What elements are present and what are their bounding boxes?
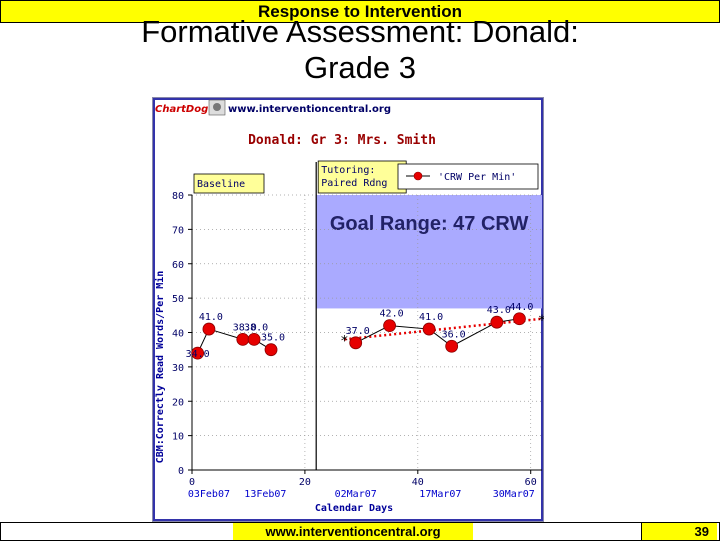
- y-tick-label: 0: [178, 466, 184, 477]
- y-tick-label: 30: [172, 363, 184, 374]
- trend-line: [344, 317, 543, 341]
- data-point: [202, 322, 216, 336]
- footer-url: www.interventioncentral.org: [233, 523, 473, 540]
- data-label: 36.0: [442, 329, 466, 340]
- x-tick-label: 20: [299, 477, 311, 488]
- phase-label-box: [317, 160, 407, 194]
- goal-range-band: [316, 195, 542, 309]
- data-point: [349, 336, 363, 350]
- legend-marker: [413, 171, 423, 181]
- data-point: [383, 319, 396, 333]
- page-number: 39: [641, 523, 717, 540]
- x-tick-label: 60: [525, 477, 537, 488]
- y-tick-label: 80: [172, 191, 184, 202]
- x-tick-label: 0: [189, 477, 195, 488]
- data-label: 43.0: [487, 305, 511, 316]
- x-axis-label: Calendar Days: [315, 503, 393, 514]
- phase-label-line: Tutoring:: [321, 165, 375, 176]
- chart-frame: ChartDog! www.interventioncentral.org Do…: [152, 97, 546, 522]
- trend-end-marker: *: [539, 313, 545, 329]
- data-label: 37.0: [346, 326, 370, 337]
- data-label: 41.0: [199, 312, 223, 323]
- banner-text: Response to Intervention: [257, 1, 463, 21]
- data-point: [264, 343, 278, 357]
- data-point: [236, 332, 250, 346]
- y-tick-label: 50: [172, 294, 184, 305]
- data-label: 44.0: [509, 302, 533, 313]
- y-tick-label: 70: [172, 225, 184, 236]
- chart-svg: ChartDog! www.interventioncentral.org Do…: [152, 97, 546, 522]
- goal-range-label: Goal Range: 47 CRW: [330, 213, 529, 235]
- y-tick-label: 20: [172, 397, 184, 408]
- data-point: [191, 346, 205, 360]
- date-label: 03Feb07: [188, 489, 230, 500]
- chart-title: Donald: Gr 3: Mrs. Smith: [248, 133, 436, 148]
- chartdog-logo: ChartDog!: [155, 104, 213, 115]
- data-label: 35.0: [261, 333, 285, 344]
- dog-icon-face: [213, 103, 221, 111]
- legend-label: 'CRW Per Min': [438, 172, 516, 183]
- data-label: 34.0: [186, 349, 210, 360]
- slide-title: Formative Assessment: Donald: Grade 3: [0, 14, 720, 86]
- y-tick-label: 10: [172, 432, 184, 443]
- data-label: 42.0: [380, 309, 404, 320]
- data-label: 41.0: [419, 312, 443, 323]
- data-label: 38.0: [244, 322, 268, 333]
- data-point: [445, 339, 459, 353]
- phase-label-line: Paired Rdng: [321, 178, 387, 189]
- y-axis-label: CBM:Correctly Read Words/Per Min: [154, 271, 166, 464]
- data-point: [490, 315, 504, 329]
- phase-label-box: [193, 173, 265, 194]
- date-label: 30Mar07: [493, 489, 535, 500]
- top-banner: Response to Intervention: [0, 0, 720, 23]
- slide-title-line2: Grade 3: [303, 50, 416, 85]
- slide-title-line1: Formative Assessment: Donald:: [141, 14, 579, 49]
- date-label: 17Mar07: [419, 489, 461, 500]
- data-point: [422, 322, 436, 336]
- phase-label: Baseline: [197, 179, 245, 190]
- data-point: [513, 312, 526, 326]
- chart-inner-border: [153, 98, 543, 521]
- chartdog-site: www.interventioncentral.org: [228, 104, 391, 115]
- date-label: 02Mar07: [335, 489, 377, 500]
- y-tick-label: 60: [172, 260, 184, 271]
- x-tick-label: 40: [412, 477, 424, 488]
- data-label: 38.0: [233, 322, 257, 333]
- date-label: 13Feb07: [244, 489, 286, 500]
- trend-end-marker: *: [341, 333, 348, 349]
- y-tick-label: 40: [172, 329, 184, 340]
- bottom-bar: www.interventioncentral.org 39: [0, 522, 720, 541]
- data-point: [247, 332, 261, 346]
